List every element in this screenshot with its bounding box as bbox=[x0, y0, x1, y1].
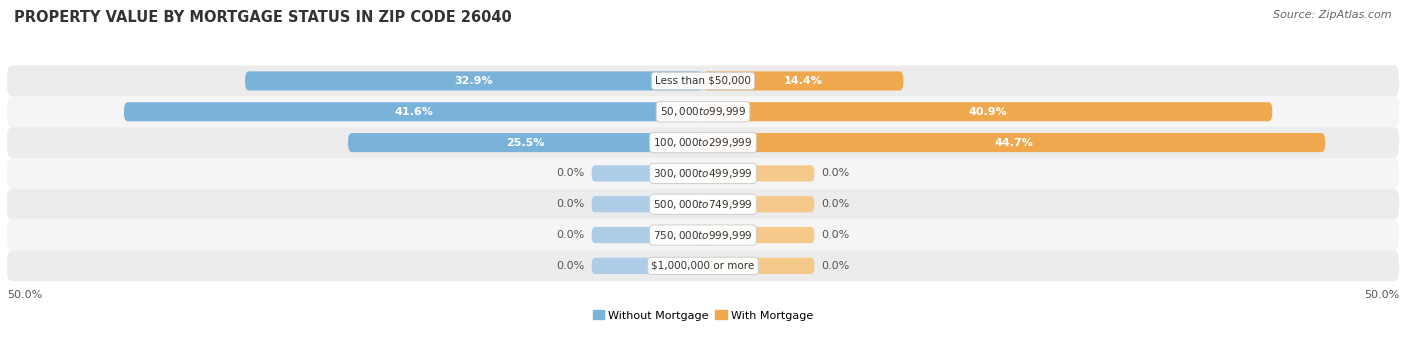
Text: 14.4%: 14.4% bbox=[783, 76, 823, 86]
FancyBboxPatch shape bbox=[703, 165, 814, 182]
Text: Source: ZipAtlas.com: Source: ZipAtlas.com bbox=[1274, 10, 1392, 20]
FancyBboxPatch shape bbox=[7, 251, 1399, 281]
FancyBboxPatch shape bbox=[592, 165, 703, 182]
Text: 0.0%: 0.0% bbox=[557, 230, 585, 240]
FancyBboxPatch shape bbox=[7, 127, 1399, 158]
Text: 44.7%: 44.7% bbox=[994, 138, 1033, 148]
Text: 0.0%: 0.0% bbox=[821, 168, 849, 179]
Text: $750,000 to $999,999: $750,000 to $999,999 bbox=[654, 228, 752, 241]
Text: PROPERTY VALUE BY MORTGAGE STATUS IN ZIP CODE 26040: PROPERTY VALUE BY MORTGAGE STATUS IN ZIP… bbox=[14, 10, 512, 25]
FancyBboxPatch shape bbox=[703, 196, 814, 212]
FancyBboxPatch shape bbox=[7, 158, 1399, 189]
FancyBboxPatch shape bbox=[703, 133, 1326, 152]
FancyBboxPatch shape bbox=[349, 133, 703, 152]
Text: 50.0%: 50.0% bbox=[7, 290, 42, 300]
Text: 25.5%: 25.5% bbox=[506, 138, 544, 148]
Text: 0.0%: 0.0% bbox=[821, 199, 849, 209]
Text: 50.0%: 50.0% bbox=[1364, 290, 1399, 300]
FancyBboxPatch shape bbox=[592, 196, 703, 212]
FancyBboxPatch shape bbox=[124, 102, 703, 121]
FancyBboxPatch shape bbox=[7, 220, 1399, 251]
FancyBboxPatch shape bbox=[703, 227, 814, 243]
Text: $50,000 to $99,999: $50,000 to $99,999 bbox=[659, 105, 747, 118]
FancyBboxPatch shape bbox=[245, 71, 703, 90]
Legend: Without Mortgage, With Mortgage: Without Mortgage, With Mortgage bbox=[588, 306, 818, 325]
FancyBboxPatch shape bbox=[703, 102, 1272, 121]
FancyBboxPatch shape bbox=[703, 71, 904, 90]
FancyBboxPatch shape bbox=[592, 227, 703, 243]
Text: $1,000,000 or more: $1,000,000 or more bbox=[651, 261, 755, 271]
Text: $500,000 to $749,999: $500,000 to $749,999 bbox=[654, 198, 752, 211]
Text: 40.9%: 40.9% bbox=[969, 107, 1007, 117]
FancyBboxPatch shape bbox=[703, 258, 814, 274]
FancyBboxPatch shape bbox=[592, 258, 703, 274]
Text: 0.0%: 0.0% bbox=[557, 261, 585, 271]
Text: 0.0%: 0.0% bbox=[821, 261, 849, 271]
Text: 0.0%: 0.0% bbox=[557, 199, 585, 209]
Text: 41.6%: 41.6% bbox=[394, 107, 433, 117]
FancyBboxPatch shape bbox=[7, 66, 1399, 96]
Text: 0.0%: 0.0% bbox=[821, 230, 849, 240]
FancyBboxPatch shape bbox=[7, 189, 1399, 220]
Text: $300,000 to $499,999: $300,000 to $499,999 bbox=[654, 167, 752, 180]
FancyBboxPatch shape bbox=[7, 96, 1399, 127]
Text: 0.0%: 0.0% bbox=[557, 168, 585, 179]
Text: $100,000 to $299,999: $100,000 to $299,999 bbox=[654, 136, 752, 149]
Text: 32.9%: 32.9% bbox=[454, 76, 494, 86]
Text: Less than $50,000: Less than $50,000 bbox=[655, 76, 751, 86]
